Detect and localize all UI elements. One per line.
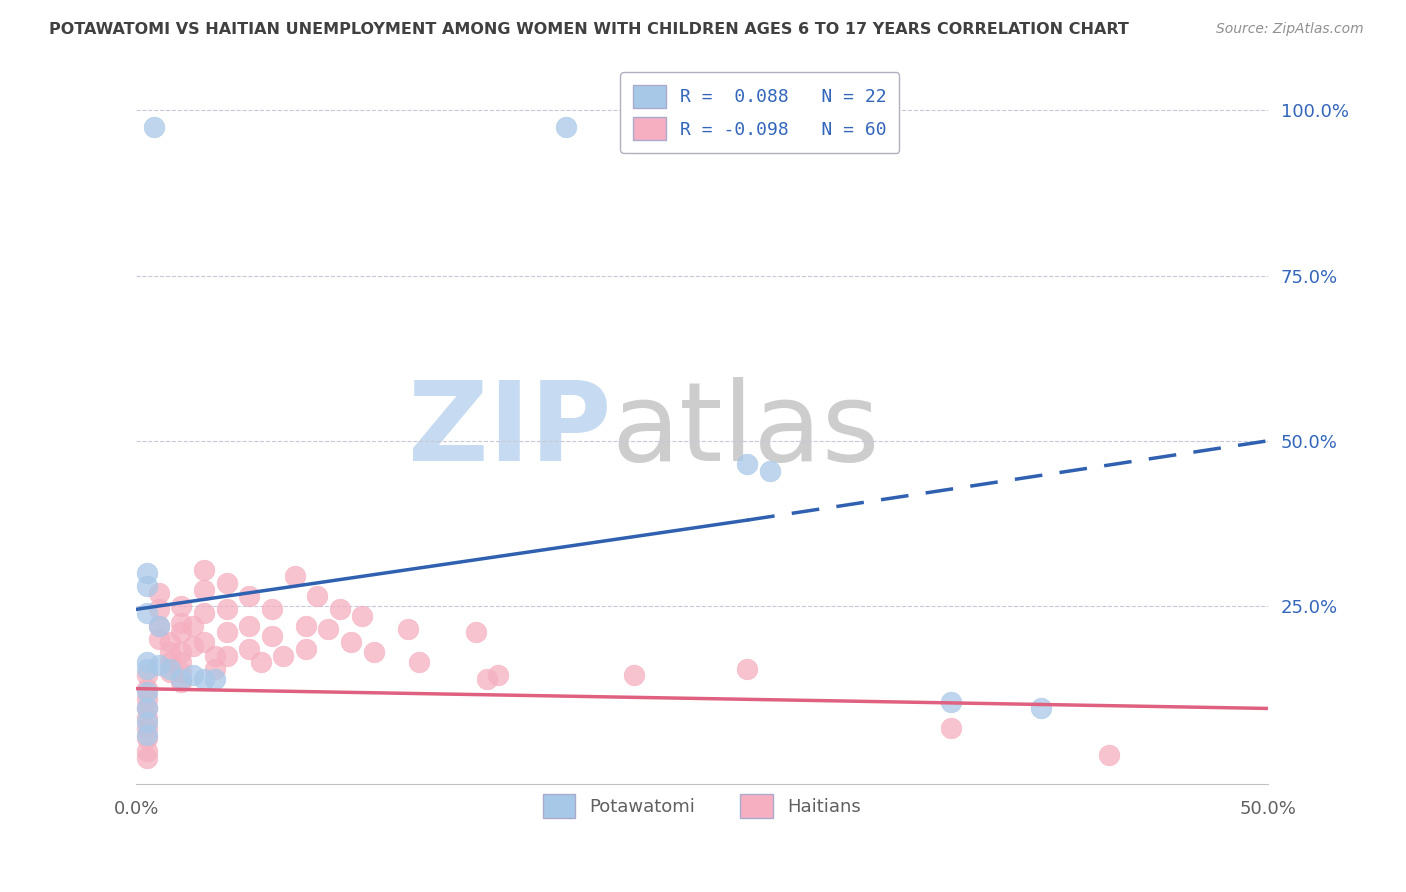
Point (170, 645, 193, 659)
Legend: Potawatomi, Haitians: Potawatomi, Haitians (536, 788, 869, 825)
Point (148, 619, 170, 633)
Point (215, 602, 238, 616)
Point (215, 575, 238, 590)
Point (193, 563, 215, 577)
Point (136, 566, 159, 580)
Point (136, 685, 159, 699)
Point (396, 622, 419, 636)
Point (159, 635, 181, 649)
Point (136, 751, 159, 765)
Point (623, 668, 645, 682)
Text: atlas: atlas (612, 377, 880, 484)
Point (136, 721, 159, 735)
Point (136, 579, 159, 593)
Point (193, 606, 215, 620)
Point (148, 602, 170, 616)
Point (148, 658, 170, 673)
Point (181, 619, 204, 633)
Point (260, 629, 283, 643)
Text: POTAWATOMI VS HAITIAN UNEMPLOYMENT AMONG WOMEN WITH CHILDREN AGES 6 TO 17 YEARS : POTAWATOMI VS HAITIAN UNEMPLOYMENT AMONG… (49, 22, 1129, 37)
Point (181, 668, 204, 682)
Point (136, 711, 159, 725)
Point (170, 675, 193, 690)
Point (1031, 701, 1053, 715)
Point (307, 589, 329, 603)
Point (318, 622, 340, 636)
Point (238, 589, 260, 603)
Point (159, 645, 181, 659)
Point (271, 648, 294, 663)
Point (136, 691, 159, 706)
Point (204, 648, 226, 663)
Point (159, 655, 181, 669)
Point (170, 672, 193, 686)
Point (136, 744, 159, 758)
Point (170, 615, 193, 630)
Point (1098, 747, 1121, 762)
Point (340, 635, 363, 649)
Point (136, 701, 159, 715)
Point (148, 586, 170, 600)
Point (363, 645, 385, 659)
Point (136, 662, 159, 676)
Point (758, 464, 780, 478)
Point (181, 639, 204, 653)
Point (204, 672, 226, 686)
Point (136, 714, 159, 729)
Point (735, 662, 758, 676)
Point (283, 569, 305, 583)
Point (193, 635, 215, 649)
Point (939, 695, 962, 709)
Text: Source: ZipAtlas.com: Source: ZipAtlas.com (1216, 22, 1364, 37)
Point (464, 625, 486, 640)
Point (136, 701, 159, 715)
Point (352, 609, 374, 624)
Point (939, 721, 962, 735)
Point (159, 662, 181, 676)
Point (329, 602, 352, 616)
Point (143, 120, 166, 134)
Point (136, 606, 159, 620)
Point (136, 681, 159, 696)
Point (148, 632, 170, 646)
Point (408, 655, 430, 669)
Point (136, 655, 159, 669)
Point (215, 625, 238, 640)
Point (170, 655, 193, 669)
Point (555, 120, 578, 134)
Point (486, 668, 509, 682)
Point (193, 672, 215, 686)
Point (204, 662, 226, 676)
Point (148, 619, 170, 633)
Point (215, 648, 238, 663)
Point (295, 642, 318, 657)
Point (735, 457, 758, 471)
Text: ZIP: ZIP (408, 377, 612, 484)
Point (136, 731, 159, 746)
Point (238, 619, 260, 633)
Point (136, 668, 159, 682)
Point (260, 602, 283, 616)
Point (249, 655, 271, 669)
Point (159, 665, 181, 679)
Point (170, 599, 193, 613)
Point (193, 582, 215, 597)
Point (295, 619, 318, 633)
Point (170, 625, 193, 640)
Point (475, 672, 498, 686)
Point (238, 642, 260, 657)
Point (136, 728, 159, 742)
Point (170, 665, 193, 679)
